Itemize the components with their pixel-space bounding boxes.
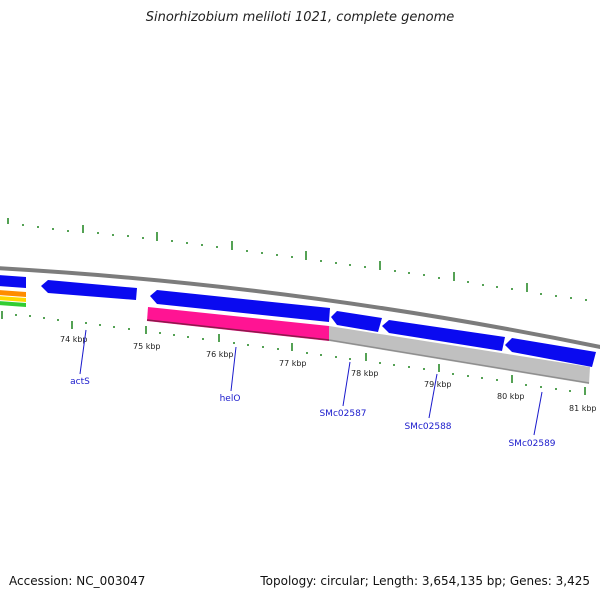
gene-arrow-smc02587[interactable]: [331, 311, 382, 332]
accession-label: Accession: NC_003047: [9, 574, 146, 588]
map-title: Sinorhizobium meliloti 1021, complete ge…: [145, 10, 455, 25]
scale-label: 77 kbp: [279, 359, 307, 368]
leader-line-smc02588: [428, 373, 438, 419]
genome-backbone: [0, 266, 600, 350]
feature-yellow-left-edge[interactable]: [0, 296, 26, 302]
gene-arrow-left-edge[interactable]: [0, 275, 26, 288]
gene-label-smc02589[interactable]: SMc02589: [508, 439, 555, 449]
feature-pink[interactable]: [147, 307, 329, 341]
feature-orange-left-edge[interactable]: [0, 290, 26, 297]
gene-label-acts[interactable]: actS: [70, 377, 90, 387]
feature-gray-edge: [328, 339, 590, 384]
leader-line-smc02587: [342, 361, 351, 407]
leader-line-helo: [230, 346, 237, 392]
scale-label: 81 kbp: [569, 404, 597, 413]
leader-line-acts: [79, 329, 87, 375]
scale-label: 74 kbp: [60, 335, 88, 344]
scale-label: 75 kbp: [133, 342, 161, 351]
gene-label-smc02588[interactable]: SMc02588: [404, 422, 451, 432]
gene-label-smc02587[interactable]: SMc02587: [319, 409, 366, 419]
genome-summary: Topology: circular; Length: 3,654,135 bp…: [260, 574, 590, 588]
feature-gray[interactable]: [329, 326, 590, 384]
gene-arrow-acts[interactable]: [41, 280, 137, 300]
inner-tick-ring: [1, 311, 586, 395]
feature-green-left-edge[interactable]: [0, 301, 26, 307]
gene-label-leaders: [79, 329, 543, 436]
gene-label-helo[interactable]: helO: [220, 394, 241, 404]
gene-arrow-smc02588[interactable]: [382, 320, 505, 351]
scale-label: 80 kbp: [497, 392, 525, 401]
scale-label: 78 kbp: [351, 369, 379, 378]
gene-arrow-smc02589[interactable]: [505, 338, 596, 367]
scale-label: 76 kbp: [206, 350, 234, 359]
outer-tick-ring: [7, 218, 587, 301]
scale-label: 79 kbp: [424, 380, 452, 389]
feature-pink-edge: [146, 319, 330, 341]
leader-line-smc02589: [533, 391, 543, 436]
gene-arrow-helo[interactable]: [150, 290, 330, 322]
